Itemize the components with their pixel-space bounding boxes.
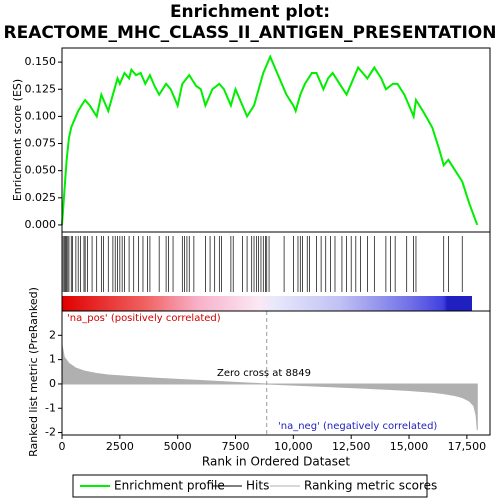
y-tick-label: 0.100 [25, 109, 57, 122]
x-tick-label: 0 [59, 440, 66, 453]
rank-color-bar [62, 296, 472, 311]
x-tick-label: 5000 [164, 440, 192, 453]
x-tick-label: 17,500 [448, 440, 487, 453]
x-tick-label: 12,500 [332, 440, 371, 453]
x-tick-label: 10,000 [274, 440, 313, 453]
y-axis-label: Enrichment score (ES) [11, 79, 24, 201]
y-tick-label: 0 [49, 377, 56, 390]
legend [72, 474, 428, 498]
y-tick-label: 0.125 [25, 82, 57, 95]
legend-label: Hits [246, 479, 269, 493]
x-axis-label: Rank in Ordered Dataset [202, 455, 350, 469]
y-axis-label: Ranked list metric (PreRanked) [27, 287, 40, 457]
chart-title: REACTOME_MHC_CLASS_II_ANTIGEN_PRESENTATI… [4, 23, 497, 43]
y-tick-label: 0.075 [25, 137, 57, 150]
y-tick-label: 0.025 [25, 191, 57, 204]
annotation: 'na_pos' (positively correlated) [67, 313, 221, 324]
x-tick-label: 7500 [222, 440, 250, 453]
x-tick-label: 2500 [106, 440, 134, 453]
y-tick-label: 1 [49, 353, 56, 366]
y-tick-label: 2 [49, 328, 56, 341]
es-line [61, 54, 479, 226]
metric-area [61, 344, 478, 431]
annotation: 'na_neg' (negatively correlated) [278, 421, 437, 432]
y-tick-label: -1 [45, 401, 56, 414]
legend-label: Enrichment profile [114, 479, 225, 493]
y-tick-label: 0.150 [25, 55, 57, 68]
y-tick-label: 0.050 [25, 164, 57, 177]
annotation: Zero cross at 8849 [217, 368, 311, 379]
x-tick-label: 15,000 [390, 440, 429, 453]
legend-label: Ranking metric scores [304, 479, 437, 493]
metric-panel-frame [61, 310, 491, 436]
y-tick-label: -2 [45, 426, 56, 439]
chart-title: Enrichment plot: [170, 2, 330, 22]
y-tick-label: 0.000 [25, 218, 57, 231]
